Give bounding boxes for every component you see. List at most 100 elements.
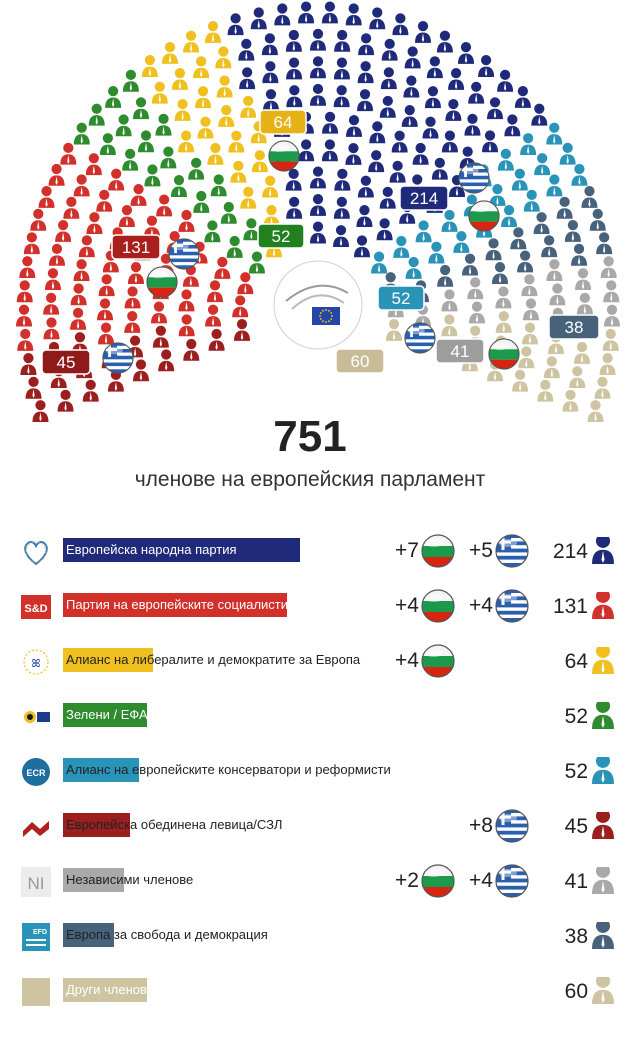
- seat-person: [492, 262, 509, 284]
- seat-person: [441, 314, 458, 337]
- seat-person: [321, 1, 338, 24]
- svg-text:ECR: ECR: [26, 768, 46, 778]
- gue-logo-icon: [20, 811, 52, 843]
- change-value: +4: [469, 594, 493, 617]
- seat-person: [57, 389, 74, 412]
- change-bg: +4: [395, 586, 455, 626]
- seat-person: [124, 311, 141, 333]
- seat-person: [589, 208, 606, 231]
- party-name: Други членове: [66, 982, 154, 997]
- party-bar: [63, 978, 147, 1002]
- seat-person: [523, 189, 540, 212]
- person-icon: [592, 592, 614, 619]
- seat-person: [603, 304, 620, 327]
- seat-person: [285, 29, 302, 52]
- party-name: Европа за свобода и демокрация: [66, 927, 268, 942]
- greece-flag-icon: [102, 342, 134, 374]
- svg-text:64: 64: [274, 113, 293, 132]
- seat-count: 131: [552, 595, 588, 618]
- seat-person: [437, 264, 454, 287]
- seat-person: [404, 46, 421, 69]
- seat-person: [115, 114, 132, 137]
- seat-person: [73, 259, 90, 282]
- party-name: Зелени / ЕФА: [66, 707, 148, 722]
- legend-row-other: Други членове 60: [0, 970, 640, 1026]
- seat-person: [531, 103, 548, 126]
- seat-person: [274, 3, 291, 26]
- seat-person: [240, 95, 257, 118]
- bulgaria-flag-icon: [468, 200, 500, 232]
- seat-person: [592, 977, 614, 1004]
- seat-person: [207, 280, 224, 303]
- seat-person: [208, 328, 225, 351]
- seat-person: [571, 163, 588, 186]
- seat-person: [501, 205, 518, 227]
- label-gue: 45: [41, 349, 91, 375]
- seat-person: [152, 325, 169, 348]
- hemicycle-chart: 64 214 131 52 52 38 45 60 41: [16, 1, 620, 422]
- seat-person: [310, 83, 326, 106]
- party-bar: [63, 758, 139, 782]
- seat-person: [441, 289, 458, 312]
- seat-person: [48, 243, 65, 266]
- seat-person: [243, 218, 260, 241]
- seat-person: [487, 97, 504, 120]
- seat-person: [380, 67, 397, 90]
- seat-person: [441, 209, 458, 232]
- seat-person: [518, 346, 535, 369]
- seat-person: [122, 148, 139, 171]
- seat-person: [298, 139, 315, 162]
- seat-person: [171, 67, 188, 90]
- seat-person: [333, 196, 350, 219]
- seat-person: [592, 592, 614, 619]
- person-icon: [592, 977, 614, 1004]
- svg-text:60: 60: [351, 352, 370, 371]
- seat-person: [86, 212, 103, 234]
- seat-person: [464, 113, 481, 136]
- seat-person: [357, 89, 374, 112]
- party-name: Независими членове: [66, 872, 194, 887]
- seat-person: [546, 122, 563, 145]
- seat-person: [592, 922, 614, 949]
- seat-person: [504, 114, 521, 137]
- seat-person: [602, 328, 619, 351]
- seat-person: [193, 56, 210, 79]
- party-name: Алианс на европейските консерватори и ре…: [66, 762, 391, 777]
- seat-person: [345, 142, 362, 165]
- seat-person: [239, 67, 256, 90]
- seat-person: [151, 301, 168, 324]
- seat-person: [98, 322, 115, 345]
- greece-flag-icon: [168, 238, 200, 270]
- seat-person: [17, 328, 34, 351]
- seat-count: 52: [564, 760, 588, 783]
- party-bar: [63, 868, 124, 892]
- change-gr: +8: [469, 806, 529, 846]
- seat-person: [78, 235, 95, 258]
- seat-person: [237, 272, 254, 295]
- party-name: Партия на европейските социалисти: [66, 597, 289, 612]
- seat-person: [60, 142, 77, 165]
- ep-emblem-icon: [273, 260, 363, 350]
- seat-person: [251, 150, 268, 173]
- change-gr: +4: [469, 586, 529, 626]
- seat-person: [431, 157, 448, 180]
- seat-person: [232, 295, 249, 318]
- seat-person: [122, 69, 139, 92]
- seat-person: [357, 175, 374, 198]
- greece-flag-icon: [495, 534, 529, 568]
- seat-person: [19, 256, 36, 279]
- seat-person: [23, 232, 40, 255]
- seat-person: [322, 111, 339, 134]
- person-icon: [592, 647, 614, 674]
- seat-person: [405, 256, 422, 279]
- bulgaria-flag-icon: [146, 266, 178, 298]
- person-icon: [592, 702, 614, 729]
- seat-person: [32, 400, 49, 422]
- seat-person: [158, 349, 175, 372]
- svg-text:NI: NI: [28, 874, 45, 893]
- svg-text:EFD: EFD: [33, 929, 47, 936]
- seat-person: [261, 33, 278, 56]
- seat-person: [371, 251, 388, 274]
- seat-person: [511, 168, 528, 191]
- seat-person: [310, 193, 326, 216]
